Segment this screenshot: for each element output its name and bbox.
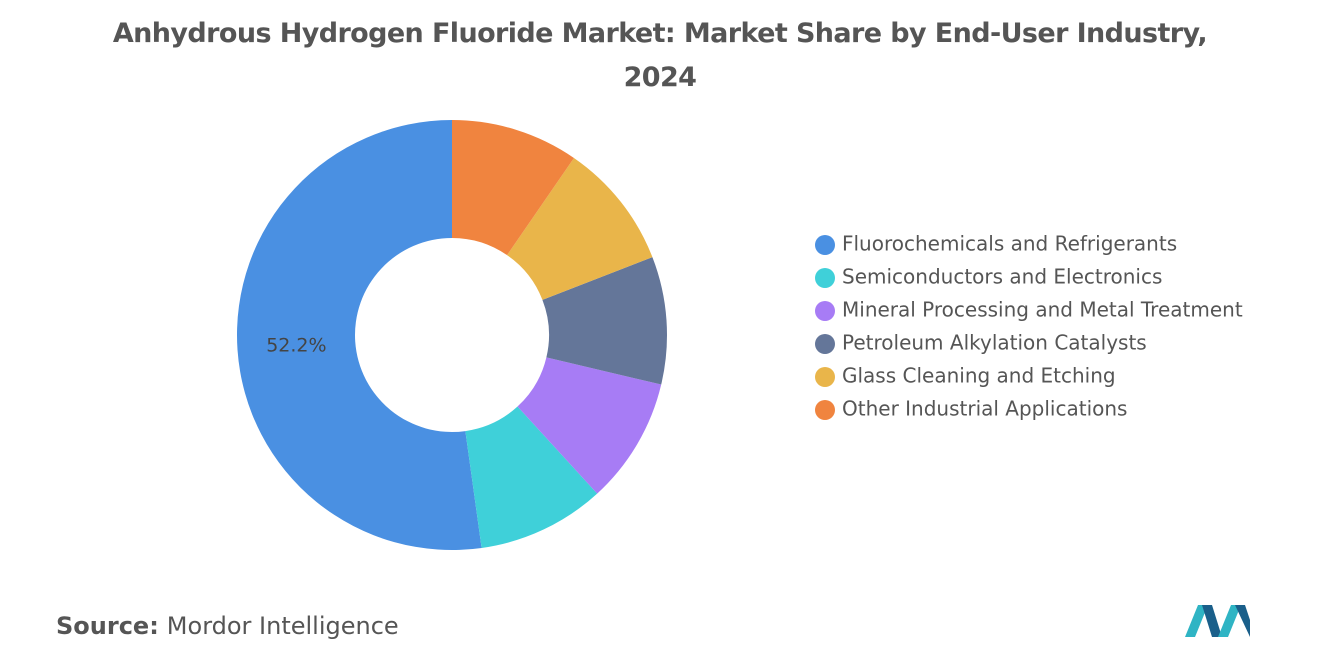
donut-slice — [517, 357, 662, 494]
legend-marker — [815, 301, 835, 321]
legend-marker — [815, 268, 835, 288]
logo — [1185, 605, 1250, 637]
legend-marker — [815, 235, 835, 255]
source-text: Mordor Intelligence — [166, 612, 399, 640]
donut-slice — [507, 157, 653, 300]
source: Source: Mordor Intelligence — [56, 612, 399, 640]
legend-label: Semiconductors and Electronics — [842, 265, 1162, 289]
source-label: Source: — [56, 612, 159, 640]
donut-slice — [452, 120, 574, 256]
legend-label: Other Industrial Applications — [842, 397, 1127, 421]
legend-marker — [815, 400, 835, 420]
legend-marker — [815, 367, 835, 387]
legend-label: Fluorochemicals and Refrigerants — [842, 232, 1177, 256]
data-label: 52.2% — [266, 334, 326, 356]
donut-slice — [465, 406, 598, 548]
chart-title: Anhydrous Hydrogen Fluoride Market: Mark… — [112, 18, 1208, 93]
legend-marker — [815, 334, 835, 354]
donut-slice — [236, 120, 482, 551]
legend-label: Mineral Processing and Metal Treatment — [842, 298, 1243, 322]
donut-slice — [542, 257, 667, 385]
legend-label: Glass Cleaning and Etching — [842, 364, 1116, 388]
legend-label: Petroleum Alkylation Catalysts — [842, 331, 1147, 355]
